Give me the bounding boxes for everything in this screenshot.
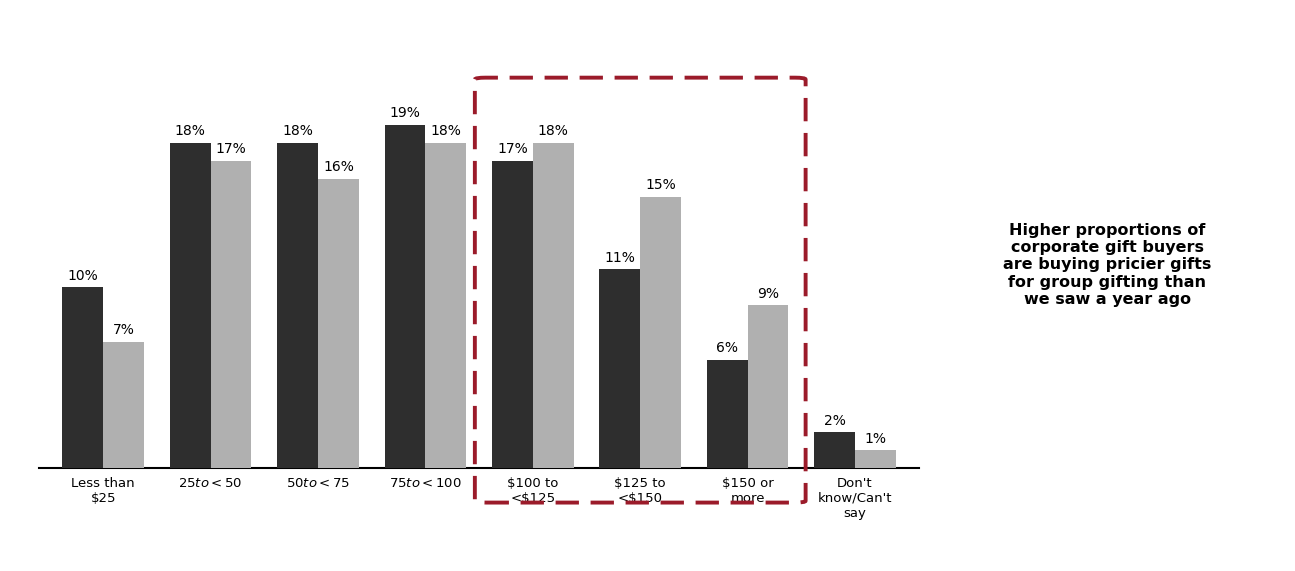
- Bar: [62, 287, 104, 468]
- Text: Higher proportions of
corporate gift buyers
are buying pricier gifts
for group g: Higher proportions of corporate gift buy…: [1004, 223, 1211, 307]
- Text: 17%: 17%: [497, 142, 528, 156]
- Text: 18%: 18%: [430, 124, 461, 138]
- Text: 19%: 19%: [390, 106, 421, 120]
- Bar: [319, 179, 359, 468]
- Text: 1%: 1%: [865, 432, 886, 445]
- Text: 16%: 16%: [322, 160, 354, 174]
- Text: 17%: 17%: [216, 142, 246, 156]
- Bar: [426, 143, 466, 468]
- Bar: [104, 341, 144, 468]
- Text: 18%: 18%: [175, 124, 206, 138]
- Text: 7%: 7%: [113, 323, 135, 337]
- Text: 6%: 6%: [716, 341, 738, 355]
- Bar: [747, 305, 789, 468]
- Bar: [640, 197, 681, 468]
- Bar: [855, 450, 896, 468]
- Legend: 2021, 2022: 2021, 2022: [394, 570, 565, 571]
- Text: 18%: 18%: [282, 124, 313, 138]
- Text: 10%: 10%: [67, 269, 98, 283]
- Bar: [385, 124, 426, 468]
- Text: 9%: 9%: [758, 287, 780, 301]
- Bar: [277, 143, 319, 468]
- Text: 11%: 11%: [605, 251, 636, 265]
- Bar: [532, 143, 574, 468]
- Bar: [170, 143, 211, 468]
- Bar: [492, 161, 532, 468]
- Text: 15%: 15%: [645, 179, 676, 192]
- Bar: [707, 360, 747, 468]
- Bar: [211, 161, 251, 468]
- Text: 2%: 2%: [824, 413, 846, 428]
- Text: 18%: 18%: [537, 124, 569, 138]
- Bar: [600, 270, 640, 468]
- FancyBboxPatch shape: [930, 99, 1285, 444]
- Bar: [815, 432, 855, 468]
